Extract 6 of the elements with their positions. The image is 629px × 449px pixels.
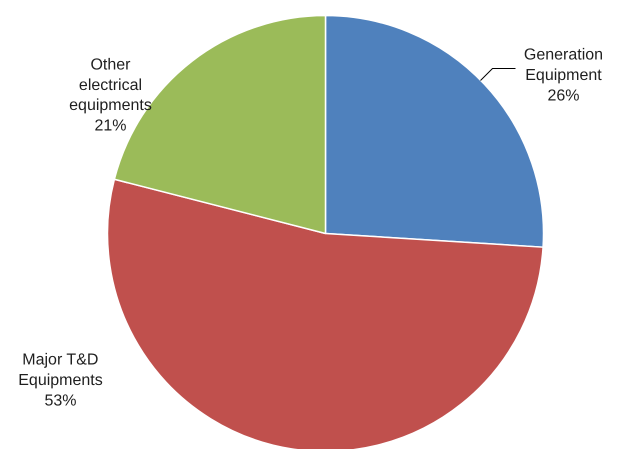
slice-label: Generation Equipment: [524, 46, 604, 84]
slice-label: Major T&D Equipments: [18, 352, 103, 389]
slice-label: Other electrical equipments: [69, 56, 152, 114]
data-label: 26%: [547, 87, 580, 104]
data-label: 53%: [44, 392, 77, 410]
data-label: 21%: [94, 118, 127, 135]
